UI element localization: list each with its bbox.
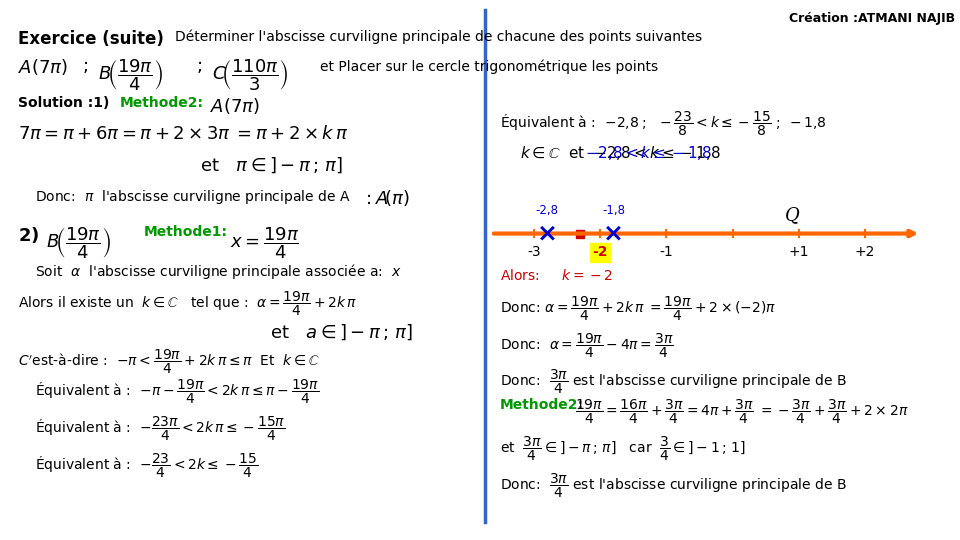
Text: Methode2:: Methode2: xyxy=(500,398,584,412)
Text: $\mathrm{et}\quad\pi\in\left]-\pi\,;\,\pi\right]$: $\mathrm{et}\quad\pi\in\left]-\pi\,;\,\p… xyxy=(200,155,343,174)
Text: $\mathrm{et}\quad a\in\left]-\pi\,;\,\pi\right]$: $\mathrm{et}\quad a\in\left]-\pi\,;\,\pi… xyxy=(270,322,413,341)
Text: -2: -2 xyxy=(592,245,608,259)
Text: Q: Q xyxy=(784,206,800,224)
Text: Équivalent à :  $-\pi-\dfrac{19\pi}{4}<2k\,\pi\leq\pi-\dfrac{19\pi}{4}$: Équivalent à : $-\pi-\dfrac{19\pi}{4}<2k… xyxy=(35,378,320,406)
Text: $x=\dfrac{19\pi}{4}$: $x=\dfrac{19\pi}{4}$ xyxy=(230,225,300,261)
Text: et  $\dfrac{3\pi}{4}\in\left]-\pi\,;\,\pi\right]$   car  $\dfrac{3}{4}\in\left]-: et $\dfrac{3\pi}{4}\in\left]-\pi\,;\,\pi… xyxy=(500,435,746,463)
Text: +2: +2 xyxy=(854,245,876,259)
Text: $\mathbf{2)}$: $\mathbf{2)}$ xyxy=(18,225,39,245)
Text: Methode1:: Methode1: xyxy=(144,225,228,239)
Text: $C\!\left(\dfrac{110\pi}{3}\right)$: $C\!\left(\dfrac{110\pi}{3}\right)$ xyxy=(212,57,289,93)
Text: Exercice (suite): Exercice (suite) xyxy=(18,30,164,48)
Text: -2,8: -2,8 xyxy=(536,204,559,217)
Text: Déterminer l'abscisse curviligne principale de chacune des points suivantes: Déterminer l'abscisse curviligne princip… xyxy=(175,30,702,44)
Text: $7\pi=\pi+6\pi=\pi+2\times3\pi\;=\pi+2\times k\,\pi$: $7\pi=\pi+6\pi=\pi+2\times3\pi\;=\pi+2\t… xyxy=(18,125,348,143)
Text: Methode2:: Methode2: xyxy=(120,96,204,110)
Text: ×: × xyxy=(603,221,624,246)
Text: -1: -1 xyxy=(660,245,673,259)
Text: $A\left(7\pi\right)$: $A\left(7\pi\right)$ xyxy=(210,96,260,116)
Text: +1: +1 xyxy=(788,245,809,259)
Text: $C'$est-à-dire :  $-\pi<\dfrac{19\pi}{4}+2k\,\pi\leq\pi$  Et  $k\in\mathbb{C}$: $C'$est-à-dire : $-\pi<\dfrac{19\pi}{4}+… xyxy=(18,348,320,376)
Text: $:A\!\left(\pi\right)$: $:A\!\left(\pi\right)$ xyxy=(362,188,410,208)
Text: $B\!\left(\dfrac{19\pi}{4}\right)$: $B\!\left(\dfrac{19\pi}{4}\right)$ xyxy=(46,225,111,261)
Text: $B\!\left(\dfrac{19\pi}{4}\right)$: $B\!\left(\dfrac{19\pi}{4}\right)$ xyxy=(98,57,163,93)
Text: Équivalent à :  $-\dfrac{23\pi}{4}<2k\,\pi\leq-\dfrac{15\pi}{4}$: Équivalent à : $-\dfrac{23\pi}{4}<2k\,\p… xyxy=(35,415,285,443)
Text: Donc: $\alpha=\dfrac{19\pi}{4}+2k\,\pi\;=\dfrac{19\pi}{4}+2\times(-2)\pi$: Donc: $\alpha=\dfrac{19\pi}{4}+2k\,\pi\;… xyxy=(500,295,777,323)
Text: $\dfrac{19\pi}{4}=\dfrac{16\pi}{4}+\dfrac{3\pi}{4}=4\pi+\dfrac{3\pi}{4}\;=-\dfra: $\dfrac{19\pi}{4}=\dfrac{16\pi}{4}+\dfra… xyxy=(575,398,908,427)
Text: et Placer sur le cercle trigonométrique les points: et Placer sur le cercle trigonométrique … xyxy=(320,59,659,73)
Text: Création :ATMANI NAJIB: Création :ATMANI NAJIB xyxy=(789,12,955,25)
Text: Donc:  $\dfrac{3\pi}{4}$ est l'abscisse curviligne principale de B: Donc: $\dfrac{3\pi}{4}$ est l'abscisse c… xyxy=(500,472,847,501)
Text: Solution :1): Solution :1) xyxy=(18,96,109,110)
Text: Donc:  $\dfrac{3\pi}{4}$ est l'abscisse curviligne principale de B: Donc: $\dfrac{3\pi}{4}$ est l'abscisse c… xyxy=(500,368,847,396)
Text: Équivalent à :  $-\dfrac{23}{4}<2k\leq-\dfrac{15}{4}$: Équivalent à : $-\dfrac{23}{4}<2k\leq-\d… xyxy=(35,452,258,481)
Text: Alors:     $k=-2$: Alors: $k=-2$ xyxy=(500,268,613,283)
Text: -3: -3 xyxy=(527,245,540,259)
Text: $A\left(7\pi\right)$: $A\left(7\pi\right)$ xyxy=(18,57,68,77)
Text: $;$: $;$ xyxy=(82,57,88,75)
Text: $;$: $;$ xyxy=(196,57,202,75)
Text: ×: × xyxy=(537,221,558,246)
Text: $k\in\mathbb{C}$  et  $-2{,}8<k\leq-1{,}8$: $k\in\mathbb{C}$ et $-2{,}8<k\leq-1{,}8$ xyxy=(520,144,721,162)
Text: -1,8: -1,8 xyxy=(602,204,625,217)
Text: Soit  $\alpha$  l'abscisse curviligne principale associée a:  $x$: Soit $\alpha$ l'abscisse curviligne prin… xyxy=(35,262,401,281)
Text: Donc:  $\pi$  l'abscisse curviligne principale de A: Donc: $\pi$ l'abscisse curviligne princi… xyxy=(35,188,350,206)
Text: Équivalent à :  $-2{,}8\;;\;\;-\dfrac{23}{8}<k\leq-\dfrac{15}{8}\;;\;-1{,}8$: Équivalent à : $-2{,}8\;;\;\;-\dfrac{23}… xyxy=(500,110,827,138)
Text: $-2{,}8<k\leq-1{,}8$: $-2{,}8<k\leq-1{,}8$ xyxy=(585,144,712,162)
Text: Alors il existe un  $k\in\mathbb{C}$   tel que :  $\alpha=\dfrac{19\pi}{4}+2k\,\: Alors il existe un $k\in\mathbb{C}$ tel … xyxy=(18,290,357,319)
Text: Donc:  $\alpha=\dfrac{19\pi}{4}-4\pi=\dfrac{3\pi}{4}$: Donc: $\alpha=\dfrac{19\pi}{4}-4\pi=\dfr… xyxy=(500,332,674,360)
